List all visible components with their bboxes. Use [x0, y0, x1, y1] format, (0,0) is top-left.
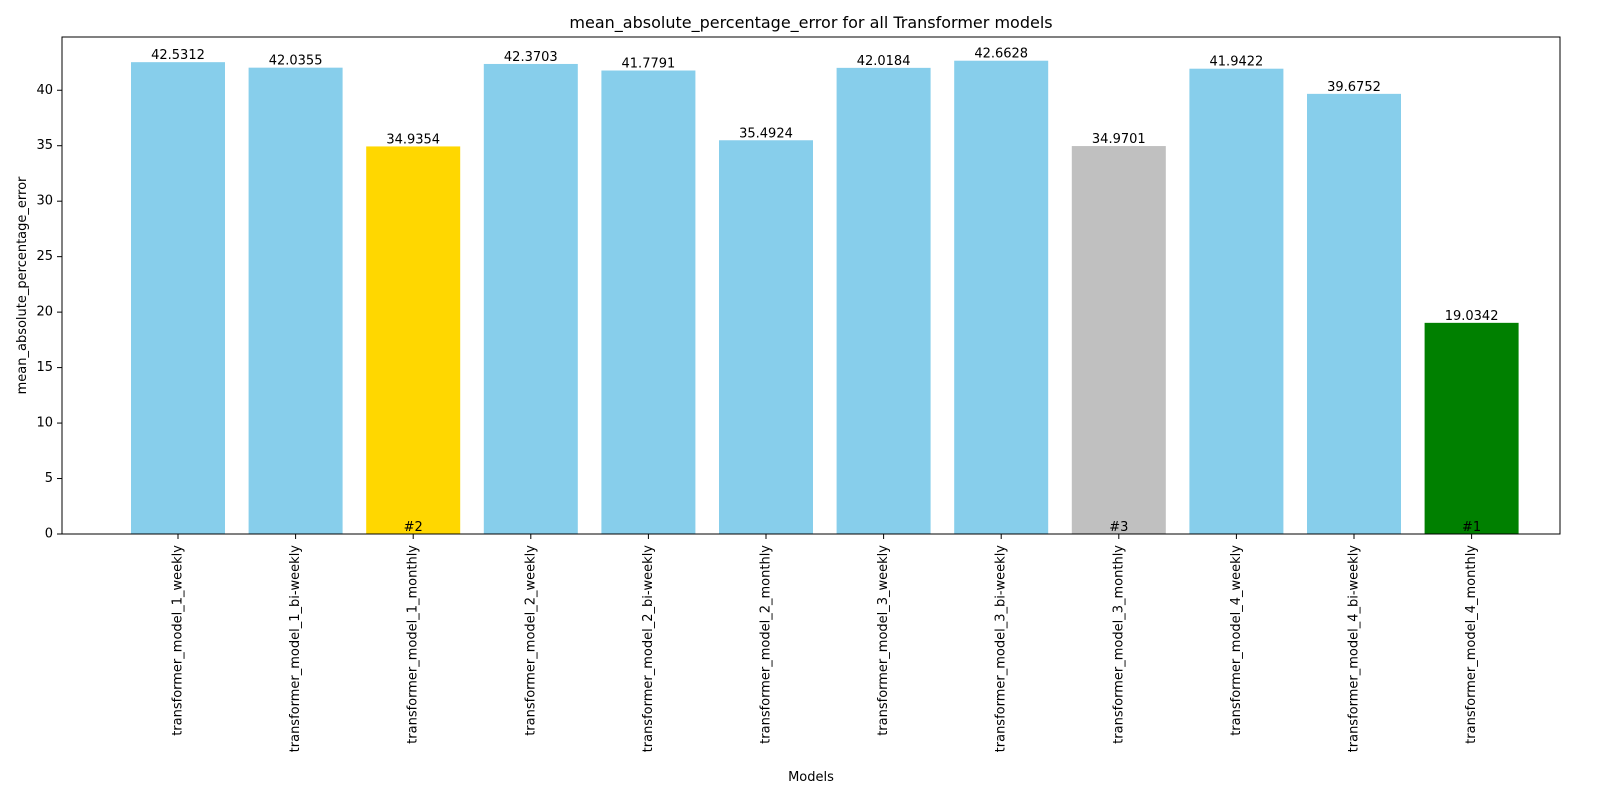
bar	[1071, 146, 1166, 534]
bar	[483, 63, 578, 535]
bar-value-label: 39.6752	[1327, 80, 1381, 95]
bar	[601, 70, 696, 534]
bar-value-label: 41.7791	[622, 57, 676, 72]
x-tick-label: transformer_model_2_monthly	[759, 545, 774, 744]
y-tick-label: 30	[36, 194, 53, 209]
value-labels: 42.5312 42.0355 34.9354 42.3703 41.7791 35.49…	[151, 47, 1498, 324]
x-tick-label: transformer_model_2_weekly	[523, 545, 538, 736]
rank-label: #3	[1109, 520, 1128, 535]
bars	[131, 60, 1519, 535]
x-tick-label: transformer_model_4_weekly	[1229, 545, 1244, 736]
x-axis-label: Models	[788, 770, 834, 785]
bar	[248, 67, 343, 534]
x-tick-label: transformer_model_1_weekly	[171, 545, 186, 736]
y-axis-label: mean_absolute_percentage_error	[15, 176, 30, 394]
bar	[954, 60, 1049, 534]
x-tick-label: transformer_model_4_monthly	[1464, 545, 1479, 744]
y-tick-label: 5	[45, 471, 53, 486]
y-tick-label: 10	[36, 416, 53, 431]
x-tick-label: transformer_model_3_monthly	[1111, 545, 1126, 744]
x-tick-label: transformer_model_2_bi-weekly	[641, 545, 656, 753]
bar-value-label: 41.9422	[1210, 55, 1264, 70]
y-tick-label: 15	[36, 360, 53, 375]
x-tick-label: transformer_model_4_bi-weekly	[1347, 545, 1362, 753]
bar-value-label: 19.0342	[1445, 309, 1499, 324]
plot-area-frame	[61, 36, 1561, 535]
bar	[1189, 68, 1284, 534]
y-tick-label: 25	[36, 249, 53, 264]
bar-value-label: 42.5312	[151, 48, 205, 63]
bar-value-label: 34.9354	[386, 132, 440, 147]
bar	[836, 67, 931, 535]
x-tick-label: transformer_model_1_bi-weekly	[288, 545, 303, 753]
rank-label: #2	[404, 520, 423, 535]
bar-value-label: 42.6628	[974, 47, 1028, 62]
bar	[1424, 322, 1519, 534]
x-tick-label: transformer_model_1_monthly	[406, 545, 421, 744]
rank-labels: #2 #3 #1	[404, 520, 1482, 535]
bar-value-label: 34.9701	[1092, 132, 1146, 147]
bar-value-label: 42.0355	[269, 54, 323, 69]
x-tick-label: transformer_model_3_bi-weekly	[994, 545, 1009, 753]
y-axis: 0 5 10 15 20 25 30 35 40	[36, 83, 62, 542]
y-tick-label: 40	[36, 83, 53, 98]
bar-value-label: 35.4924	[739, 126, 793, 141]
bar-value-label: 42.3703	[504, 50, 558, 65]
y-tick-label: 35	[36, 138, 53, 153]
x-axis: transformer_model_1_weekly transformer_mo…	[171, 534, 1479, 753]
bar	[719, 140, 813, 535]
rank-label: #1	[1462, 520, 1481, 535]
x-tick-label: transformer_model_3_weekly	[876, 545, 891, 736]
bar	[131, 62, 225, 535]
y-tick-label: 20	[36, 305, 53, 320]
bar-value-label: 42.0184	[857, 54, 911, 69]
bar	[366, 146, 461, 534]
y-tick-label: 0	[45, 527, 53, 542]
chart-title: mean_absolute_percentage_error for all T…	[569, 13, 1052, 33]
bar	[1307, 93, 1401, 535]
